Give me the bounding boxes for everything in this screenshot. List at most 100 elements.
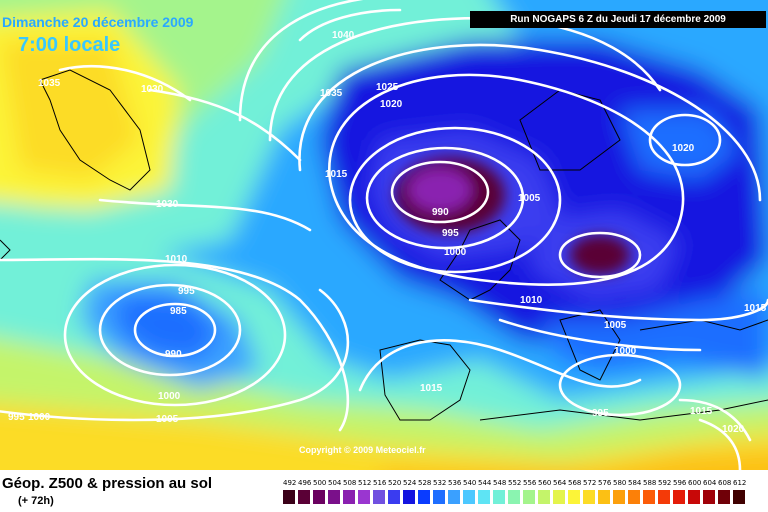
scale-swatch: [313, 490, 325, 504]
scale-swatch: [403, 490, 415, 504]
scale-value: 568: [568, 479, 582, 487]
scale-swatch: [328, 490, 340, 504]
isobar-label: 1020: [672, 143, 695, 154]
isobar-label: 1030: [156, 199, 179, 210]
isobar-label: 1015: [420, 383, 443, 394]
scale-value: 524: [403, 479, 417, 487]
scale-value: 564: [553, 479, 567, 487]
scale-swatch: [688, 490, 700, 504]
scale-swatch: [523, 490, 535, 504]
isobar-label: 1015: [690, 406, 713, 417]
isobar-label: 1020: [380, 99, 403, 110]
scale-value: 508: [343, 479, 357, 487]
forecast-time: 7:00 locale: [18, 34, 121, 56]
isobar-label: 985: [170, 306, 187, 317]
geopotential-field: 1035 1030 1030 1040 1035 1025 1020 1015 …: [0, 0, 768, 470]
scale-swatch: [448, 490, 460, 504]
scale-swatch: [568, 490, 580, 504]
scale-swatch: [508, 490, 520, 504]
scale-swatch: [298, 490, 310, 504]
scale-swatch: [658, 490, 670, 504]
map-legend: Géop. Z500 & pression au sol (+ 72h) 492…: [0, 470, 768, 512]
scale-swatch: [538, 490, 550, 504]
scale-value: 512: [358, 479, 372, 487]
scale-swatch: [418, 490, 430, 504]
isobar-label: 1020: [722, 424, 745, 435]
isobar-label: 995: [442, 228, 459, 239]
scale-value: 608: [718, 479, 732, 487]
scale-swatch: [478, 490, 490, 504]
scale-value: 612: [733, 479, 747, 487]
isobar-labels: 1035 1030 1030 1040 1035 1025 1020 1015 …: [8, 30, 767, 435]
scale-value: 500: [313, 479, 327, 487]
scale-value: 548: [493, 479, 507, 487]
isobar-label: 995: [8, 412, 25, 423]
scale-swatch: [358, 490, 370, 504]
isobar-label: 1015: [744, 303, 767, 314]
isobars: [0, 0, 768, 470]
scale-value: 528: [418, 479, 432, 487]
isobar-label: 1000: [444, 247, 467, 258]
scale-value: 572: [583, 479, 597, 487]
scale-swatch: [388, 490, 400, 504]
scale-value: 504: [328, 479, 342, 487]
isobar-label: 1015: [325, 169, 348, 180]
scale-value: 492: [283, 479, 297, 487]
scale-value: 604: [703, 479, 717, 487]
isobar-label: 1000: [614, 346, 637, 357]
color-scale-labels: 492 496 500 504 508 512 516 520 524 528 532 536 540 5…: [283, 479, 751, 489]
scale-value: 596: [673, 479, 687, 487]
scale-swatch: [733, 490, 745, 504]
scale-value: 560: [538, 479, 552, 487]
scale-value: 540: [463, 479, 477, 487]
isobar-label: 1025: [376, 82, 399, 93]
scale-swatch: [598, 490, 610, 504]
scale-swatch: [493, 490, 505, 504]
scale-value: 576: [598, 479, 612, 487]
isobar-label: 1000: [158, 391, 181, 402]
scale-value: 584: [628, 479, 642, 487]
forecast-lead-time: (+ 72h): [18, 495, 54, 507]
scale-value: 600: [688, 479, 702, 487]
scale-swatch: [703, 490, 715, 504]
copyright-text: Copyright © 2009 Meteociel.fr: [299, 445, 426, 455]
scale-swatch: [613, 490, 625, 504]
isobar-label: 1030: [141, 84, 164, 95]
scale-swatch: [283, 490, 295, 504]
isobar-label: 1040: [332, 30, 355, 41]
isobar-label: 1035: [38, 78, 61, 89]
legend-title: Géop. Z500 & pression au sol: [2, 475, 213, 492]
scale-value: 532: [433, 479, 447, 487]
scale-swatch: [583, 490, 595, 504]
scale-swatch: [643, 490, 655, 504]
scale-value: 592: [658, 479, 672, 487]
isobar-label: 995: [178, 286, 195, 297]
scale-value: 496: [298, 479, 312, 487]
scale-value: 544: [478, 479, 492, 487]
z500-field: [0, 0, 768, 470]
isobar-label: 1010: [520, 295, 543, 306]
isobar-label: 990: [432, 207, 449, 218]
model-run-label: Run NOGAPS 6 Z du Jeudi 17 décembre 2009: [470, 11, 766, 28]
scale-value: 516: [373, 479, 387, 487]
scale-swatch: [673, 490, 685, 504]
scale-value: 536: [448, 479, 462, 487]
color-scale: [283, 490, 751, 504]
scale-value: 588: [643, 479, 657, 487]
scale-swatch: [628, 490, 640, 504]
isobar-label: 1005: [604, 320, 627, 331]
isobar-label: 1035: [320, 88, 343, 99]
scale-swatch: [718, 490, 730, 504]
scale-swatch: [433, 490, 445, 504]
scale-value: 552: [508, 479, 522, 487]
scale-value: 580: [613, 479, 627, 487]
scale-value: 520: [388, 479, 402, 487]
isobar-label: 1005: [518, 193, 541, 204]
forecast-date: Dimanche 20 décembre 2009: [2, 14, 194, 30]
isobar-label: 990: [165, 349, 182, 360]
scale-swatch: [373, 490, 385, 504]
scale-value: 556: [523, 479, 537, 487]
isobar-label: 1010: [165, 254, 188, 265]
isobar-label: 995: [592, 408, 609, 419]
weather-map: 1035 1030 1030 1040 1035 1025 1020 1015 …: [0, 0, 768, 470]
